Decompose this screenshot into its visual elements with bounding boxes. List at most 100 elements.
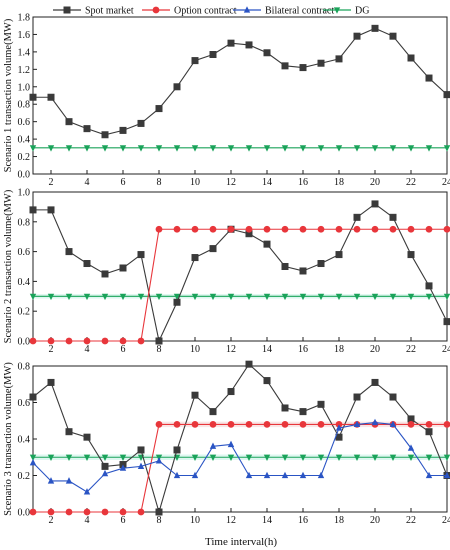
data-point — [47, 378, 55, 386]
data-point — [101, 145, 109, 152]
data-point — [227, 293, 235, 301]
y-tick-label: 0.2 — [18, 471, 31, 482]
data-point — [245, 293, 253, 301]
y-axis-label: Scenario 3 transaction volume(MW) — [3, 362, 14, 516]
data-point — [65, 428, 73, 436]
data-point — [191, 293, 199, 301]
data-point — [299, 454, 307, 462]
data-point — [227, 454, 235, 462]
x-tick-label: 10 — [190, 344, 200, 355]
data-point — [209, 293, 217, 301]
data-point — [137, 251, 145, 259]
data-point — [227, 145, 235, 152]
data-point — [209, 245, 217, 253]
x-axis-label: Time interval(h) — [205, 536, 277, 548]
data-point — [299, 293, 307, 301]
data-point — [191, 225, 199, 233]
x-tick-label: 10 — [190, 515, 200, 526]
series-line — [32, 363, 448, 514]
data-point — [353, 32, 361, 40]
data-point — [263, 145, 271, 152]
data-point — [65, 508, 73, 516]
data-point — [281, 471, 289, 479]
data-point — [281, 262, 289, 270]
x-tick-label: 6 — [121, 344, 126, 355]
data-point — [371, 24, 379, 32]
data-point — [389, 32, 397, 40]
data-point — [263, 377, 271, 385]
data-point — [29, 458, 37, 466]
series-dg — [29, 293, 450, 301]
plot-frame — [32, 16, 448, 175]
y-tick-label: 0.6 — [18, 117, 31, 128]
x-tick-label: 24 — [442, 515, 450, 526]
data-point — [155, 145, 163, 152]
data-point — [155, 508, 163, 516]
data-point — [173, 471, 181, 479]
data-point — [317, 225, 325, 233]
y-tick-label: 1.6 — [18, 30, 31, 41]
legend-item-dg: DG — [323, 6, 369, 17]
data-point — [245, 471, 253, 479]
series-line — [33, 423, 447, 513]
data-point — [227, 421, 235, 428]
data-point — [299, 145, 307, 152]
data-point — [335, 251, 343, 259]
x-tick-label: 4 — [85, 177, 90, 188]
data-point — [245, 360, 253, 368]
data-point — [425, 421, 433, 428]
data-point — [65, 248, 73, 256]
data-point — [137, 293, 145, 301]
y-tick-label: 0.0 — [18, 337, 31, 348]
data-point — [47, 293, 55, 301]
data-point — [353, 213, 361, 221]
data-point — [263, 293, 271, 301]
data-point — [353, 454, 361, 462]
data-point — [137, 337, 145, 345]
data-point — [227, 440, 235, 448]
data-point — [263, 471, 271, 479]
data-point — [353, 293, 361, 301]
y-axis-label: Scenario 1 transaction volume(MW) — [3, 18, 14, 172]
x-tick-label: 12 — [226, 344, 236, 355]
data-point — [299, 225, 307, 233]
data-point — [407, 421, 415, 428]
plot-frame — [32, 365, 448, 513]
data-point — [209, 408, 217, 416]
legend-swatch-marker — [63, 6, 71, 14]
chart-legend: Spot market Option contract Bilateral cont… — [53, 6, 369, 17]
data-point — [245, 145, 253, 152]
data-point — [47, 508, 55, 516]
data-point — [335, 55, 343, 63]
x-tick-label: 18 — [334, 177, 344, 188]
y-tick-label: 0.0 — [18, 508, 31, 519]
data-point — [101, 469, 109, 477]
data-point — [335, 293, 343, 301]
data-point — [83, 293, 91, 301]
data-point — [335, 225, 343, 233]
data-point — [443, 471, 450, 479]
data-point — [155, 225, 163, 233]
data-point — [371, 225, 379, 233]
data-point — [47, 454, 55, 462]
data-point — [425, 428, 433, 436]
data-point — [299, 471, 307, 479]
data-point — [137, 145, 145, 152]
data-point — [425, 293, 433, 301]
x-tick-label: 12 — [226, 515, 236, 526]
legend-label: DG — [355, 6, 369, 17]
data-point — [407, 145, 415, 152]
data-point — [83, 145, 91, 152]
data-point — [407, 454, 415, 462]
data-point — [263, 454, 271, 462]
x-tick-label: 24 — [442, 344, 450, 355]
data-point — [209, 51, 217, 59]
data-point — [425, 145, 433, 152]
x-tick-label: 16 — [298, 515, 308, 526]
data-point — [47, 477, 55, 484]
data-point — [173, 83, 181, 91]
data-point — [389, 293, 397, 301]
data-point — [317, 293, 325, 301]
data-point — [245, 225, 253, 233]
data-point — [389, 225, 397, 233]
